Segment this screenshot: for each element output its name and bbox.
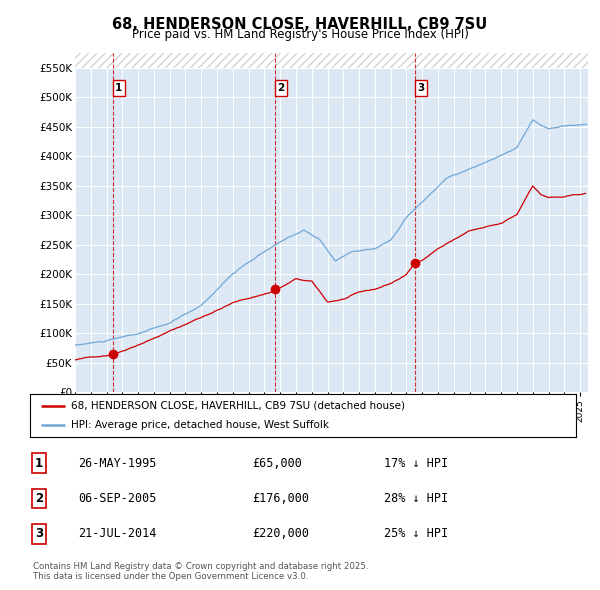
Text: 3: 3 bbox=[35, 527, 43, 540]
Text: Price paid vs. HM Land Registry's House Price Index (HPI): Price paid vs. HM Land Registry's House … bbox=[131, 28, 469, 41]
Text: 68, HENDERSON CLOSE, HAVERHILL, CB9 7SU: 68, HENDERSON CLOSE, HAVERHILL, CB9 7SU bbox=[112, 17, 488, 31]
Text: 21-JUL-2014: 21-JUL-2014 bbox=[78, 527, 157, 540]
Text: 28% ↓ HPI: 28% ↓ HPI bbox=[384, 492, 448, 505]
Text: Contains HM Land Registry data © Crown copyright and database right 2025.
This d: Contains HM Land Registry data © Crown c… bbox=[33, 562, 368, 581]
Text: 25% ↓ HPI: 25% ↓ HPI bbox=[384, 527, 448, 540]
Text: 1: 1 bbox=[115, 83, 122, 93]
Text: 06-SEP-2005: 06-SEP-2005 bbox=[78, 492, 157, 505]
Text: £65,000: £65,000 bbox=[252, 457, 302, 470]
Text: 3: 3 bbox=[418, 83, 425, 93]
Text: £220,000: £220,000 bbox=[252, 527, 309, 540]
Text: HPI: Average price, detached house, West Suffolk: HPI: Average price, detached house, West… bbox=[71, 420, 329, 430]
Text: 68, HENDERSON CLOSE, HAVERHILL, CB9 7SU (detached house): 68, HENDERSON CLOSE, HAVERHILL, CB9 7SU … bbox=[71, 401, 405, 411]
Text: 2: 2 bbox=[35, 492, 43, 505]
Text: 17% ↓ HPI: 17% ↓ HPI bbox=[384, 457, 448, 470]
Text: £176,000: £176,000 bbox=[252, 492, 309, 505]
Text: 26-MAY-1995: 26-MAY-1995 bbox=[78, 457, 157, 470]
Text: 1: 1 bbox=[35, 457, 43, 470]
Text: 2: 2 bbox=[277, 83, 284, 93]
